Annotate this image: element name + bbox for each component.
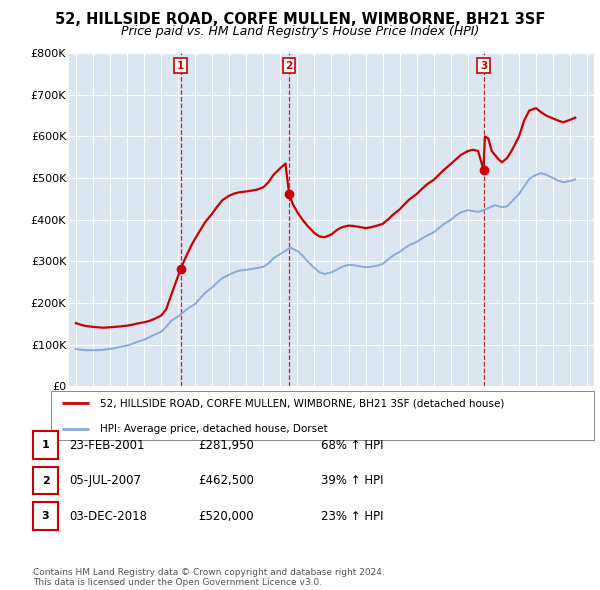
Text: 3: 3 [480,61,487,71]
Text: Price paid vs. HM Land Registry's House Price Index (HPI): Price paid vs. HM Land Registry's House … [121,25,479,38]
Text: 39% ↑ HPI: 39% ↑ HPI [321,474,383,487]
Text: 1: 1 [42,440,49,450]
Text: 3: 3 [42,511,49,521]
Text: £462,500: £462,500 [198,474,254,487]
Text: 03-DEC-2018: 03-DEC-2018 [69,510,147,523]
Text: £520,000: £520,000 [198,510,254,523]
Text: 2: 2 [42,476,49,486]
Text: 52, HILLSIDE ROAD, CORFE MULLEN, WIMBORNE, BH21 3SF: 52, HILLSIDE ROAD, CORFE MULLEN, WIMBORN… [55,12,545,27]
Text: HPI: Average price, detached house, Dorset: HPI: Average price, detached house, Dors… [100,424,328,434]
Text: 23-FEB-2001: 23-FEB-2001 [69,439,145,452]
Text: 1: 1 [177,61,184,71]
Text: £281,950: £281,950 [198,439,254,452]
Text: 68% ↑ HPI: 68% ↑ HPI [321,439,383,452]
Text: 52, HILLSIDE ROAD, CORFE MULLEN, WIMBORNE, BH21 3SF (detached house): 52, HILLSIDE ROAD, CORFE MULLEN, WIMBORN… [100,398,504,408]
Text: 2: 2 [286,61,293,71]
Text: Contains HM Land Registry data © Crown copyright and database right 2024.
This d: Contains HM Land Registry data © Crown c… [33,568,385,587]
Text: 05-JUL-2007: 05-JUL-2007 [69,474,141,487]
Text: 23% ↑ HPI: 23% ↑ HPI [321,510,383,523]
